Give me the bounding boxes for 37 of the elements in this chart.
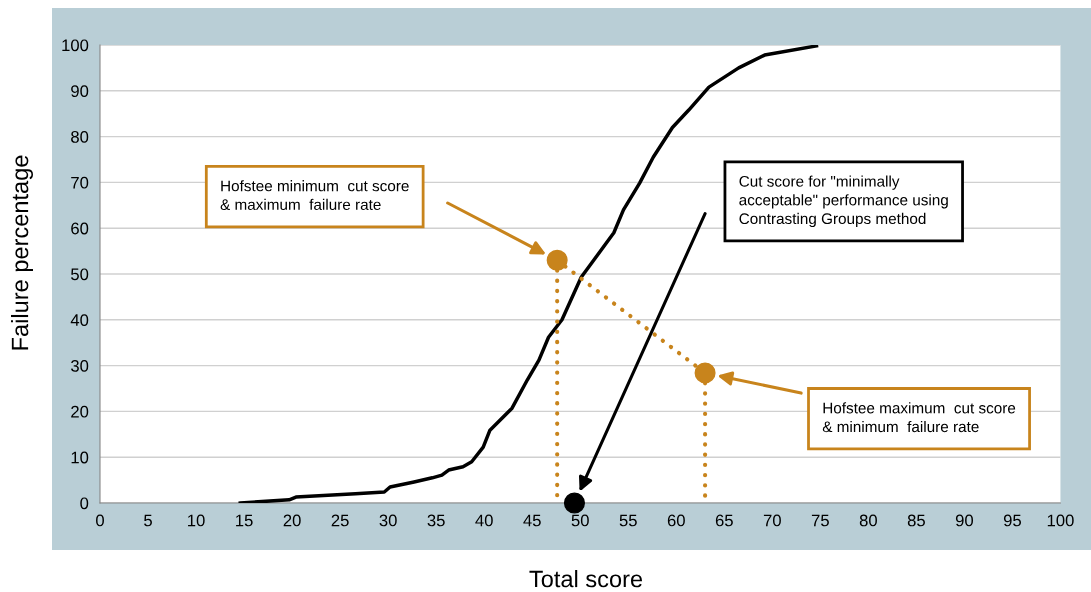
- x-tick-label: 45: [523, 514, 541, 527]
- x-tick-label: 100: [1047, 514, 1074, 527]
- x-axis-title: Total score: [529, 569, 643, 588]
- annotation: Hofstee minimum cut score & maximum failure rate: [220, 180, 409, 210]
- x-tick-label: 20: [283, 514, 301, 527]
- y-tick-label: 60: [71, 222, 89, 235]
- x-tick-label: 50: [571, 514, 589, 527]
- x-tick-label: 80: [859, 514, 877, 527]
- y-tick-label: 40: [70, 314, 89, 326]
- annotation: Cut score for "minimally acceptable" performance using Contrasting Groups method: [739, 175, 948, 228]
- x-tick-label: 35: [427, 514, 445, 527]
- x-tick-label: 40: [475, 514, 493, 527]
- y-tick-label: 20: [71, 405, 89, 418]
- y-tick-label: 30: [70, 360, 89, 372]
- y-tick-label: 80: [71, 131, 89, 143]
- x-tick-label: 0: [96, 514, 104, 527]
- x-tick-label: 5: [144, 514, 152, 527]
- x-tick-label: 30: [379, 514, 397, 527]
- x-tick-label: 60: [667, 514, 685, 527]
- x-tick-label: 55: [619, 514, 637, 527]
- x-tick-label: 10: [188, 514, 205, 527]
- x-tick-label: 75: [811, 514, 829, 527]
- y-tick-label: 90: [71, 85, 89, 97]
- y-tick-label: 0: [80, 497, 89, 510]
- x-tick-label: 85: [907, 514, 925, 527]
- y-tick-label: 10: [71, 451, 89, 464]
- x-tick-label: 95: [1003, 514, 1021, 527]
- x-tick-label: 15: [236, 514, 253, 527]
- y-tick-label: 50: [71, 268, 89, 281]
- x-tick-label: 70: [763, 514, 781, 527]
- x-tick-label: 90: [955, 514, 974, 527]
- y-tick-label: 70: [71, 176, 89, 189]
- y-tick-label: 100: [62, 39, 89, 52]
- annotation: Hofstee maximum cut score & minimum failure rate: [822, 402, 1016, 433]
- x-tick-label: 25: [331, 514, 349, 527]
- x-tick-label: 65: [715, 514, 733, 527]
- y-axis-title: Failure percentage: [11, 155, 33, 350]
